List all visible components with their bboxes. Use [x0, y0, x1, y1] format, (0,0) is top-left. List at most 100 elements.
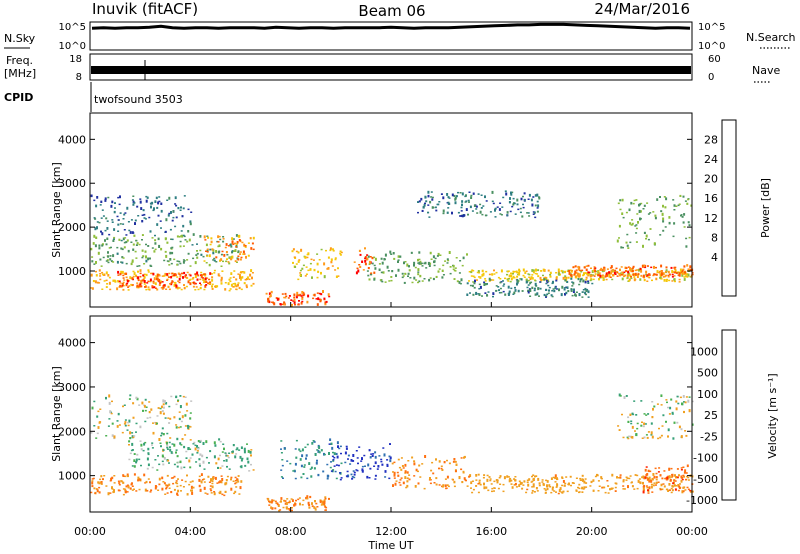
power-cell — [114, 281, 117, 283]
velocity-cell — [166, 492, 169, 494]
velocity-cell — [690, 490, 693, 493]
power-cell — [154, 200, 157, 203]
power-cell — [99, 204, 102, 206]
power-cell — [424, 261, 427, 265]
power-cell — [675, 205, 678, 207]
velocity-cell — [440, 465, 443, 467]
power-cell — [178, 235, 181, 238]
power-cell — [168, 196, 171, 200]
velocity-cell — [407, 460, 410, 462]
power-cell — [91, 287, 94, 290]
power-cell — [315, 298, 318, 300]
power-cell — [157, 214, 160, 217]
power-cell — [430, 196, 433, 198]
velocity-cell — [636, 487, 639, 490]
power-cell — [199, 249, 202, 252]
velocity-cell — [585, 482, 588, 484]
velocity-cell — [318, 451, 321, 454]
power-cell — [444, 260, 447, 262]
velocity-cell — [631, 485, 634, 488]
velocity-cell — [196, 445, 198, 448]
velocity-cell — [147, 463, 150, 467]
velocity-cell — [347, 458, 349, 460]
power-cell — [196, 278, 199, 281]
power-cell — [539, 287, 542, 290]
velocity-cell — [177, 399, 180, 402]
power-cell — [224, 246, 227, 249]
velocity-cell — [195, 461, 198, 463]
power-cell — [364, 257, 367, 259]
power-cell — [216, 240, 219, 243]
velocity-cell — [577, 486, 579, 489]
power-cell — [154, 287, 157, 289]
power-cell — [316, 292, 319, 294]
velocity-cell — [324, 509, 327, 511]
power-cell — [665, 274, 667, 277]
power-cell — [612, 268, 615, 271]
power-cell — [183, 195, 186, 197]
power-cell — [429, 277, 432, 279]
power-cell — [631, 222, 634, 225]
velocity-cell — [192, 443, 195, 445]
velocity-cell — [643, 477, 646, 480]
velocity-cell — [190, 400, 193, 402]
power-cell — [182, 207, 185, 210]
velocity-cell — [160, 445, 162, 448]
velocity-cell — [636, 427, 639, 430]
power-cell — [547, 280, 550, 283]
station-title: Inuvik (fitACF) — [92, 0, 198, 18]
velocity-cell — [235, 481, 238, 484]
power-cell — [491, 190, 494, 194]
velocity-cell — [622, 480, 625, 483]
power-cell — [469, 205, 472, 209]
power-cell — [466, 282, 469, 285]
power-cell — [145, 259, 148, 263]
velocity-cell — [120, 480, 123, 483]
power-cell — [217, 241, 220, 243]
power-cell — [125, 283, 128, 287]
velocity-cell — [175, 426, 178, 429]
power-cell — [506, 278, 509, 281]
velocity-cell — [227, 456, 230, 459]
power-cell — [225, 251, 228, 254]
velocity-cell — [173, 488, 176, 491]
power-cell — [469, 292, 471, 294]
velocity-cell — [622, 485, 625, 487]
velocity-cell — [435, 458, 437, 461]
power-cell — [339, 254, 342, 256]
power-cell — [147, 269, 150, 272]
power-cell — [120, 270, 123, 274]
velocity-cell — [234, 476, 237, 479]
velocity-cell — [448, 462, 451, 465]
power-cell — [236, 284, 239, 287]
velocity-cell — [116, 425, 119, 428]
power-cell — [662, 275, 665, 278]
velocity-cell — [205, 440, 208, 444]
velocity-colorbar-tick: 100 — [697, 388, 718, 401]
velocity-cell — [216, 482, 219, 484]
power-cell — [632, 273, 635, 276]
velocity-cell — [126, 473, 129, 476]
velocity-cell — [445, 487, 448, 489]
velocity-cell — [161, 405, 163, 409]
power-cell — [180, 288, 183, 291]
velocity-cell — [668, 489, 671, 491]
power-cell — [678, 274, 681, 277]
power-cell — [532, 213, 535, 215]
power-cell — [267, 299, 270, 303]
power-cell — [687, 273, 690, 277]
power-cell — [292, 261, 294, 264]
velocity-cell — [556, 483, 559, 487]
power-cell — [599, 276, 602, 279]
velocity-cell — [315, 502, 318, 505]
power-cell — [516, 280, 519, 284]
velocity-cell — [218, 492, 221, 495]
power-cell — [337, 267, 339, 270]
power-cell — [542, 268, 545, 272]
power-cell — [112, 261, 115, 263]
power-cell — [531, 274, 534, 276]
power-cell — [610, 265, 613, 269]
velocity-cell — [146, 489, 149, 492]
velocity-cell — [650, 479, 653, 483]
